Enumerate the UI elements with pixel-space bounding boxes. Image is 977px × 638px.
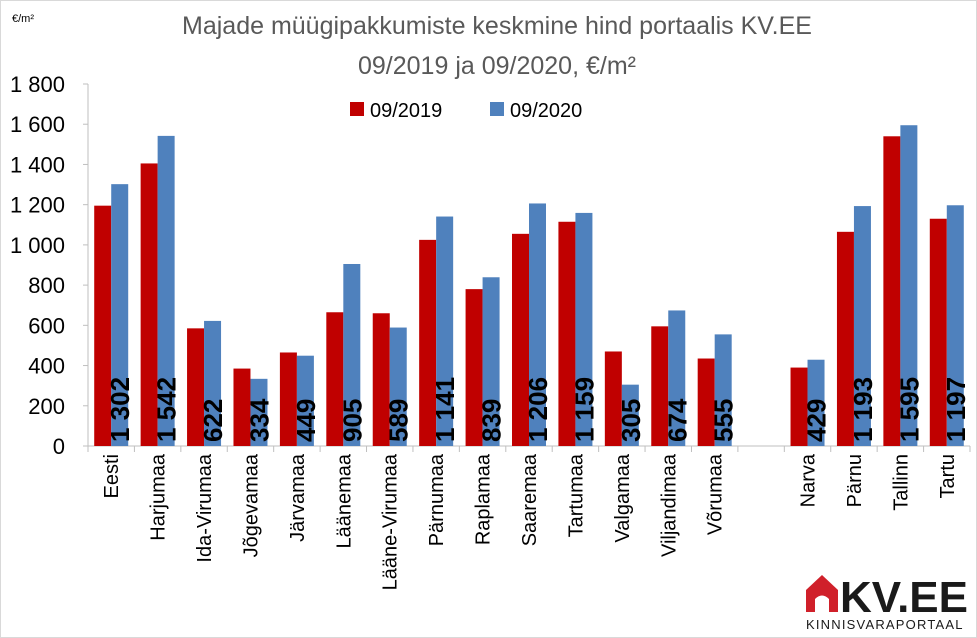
bar-09-2020-Tartu bbox=[946, 205, 964, 446]
y-tick-label: 800 bbox=[28, 273, 65, 298]
x-tick-label: Lääne-Virumaa bbox=[380, 453, 402, 590]
bar-09-2019-Tartu bbox=[929, 218, 947, 446]
y-tick-label: 1 200 bbox=[10, 193, 65, 218]
data-label: 839 bbox=[477, 399, 507, 442]
x-tick-label: Narva bbox=[798, 453, 820, 507]
bar-09-2020-Võrumaa bbox=[714, 334, 732, 446]
data-label: 334 bbox=[244, 398, 274, 442]
legend: 09/2019 09/2020 bbox=[350, 100, 582, 122]
x-tick-label: Pärnu bbox=[844, 454, 866, 507]
bar-09-2020-Lääne-Virumaa bbox=[389, 327, 407, 446]
y-tick-label: 1 800 bbox=[10, 72, 65, 97]
bar-09-2019-Eesti bbox=[94, 205, 112, 446]
bar-09-2020-Tallinn bbox=[900, 125, 918, 446]
data-labels: 1 302 1 542 622 334 449 905 589 1 141 839 1 206 1 … bbox=[105, 377, 971, 442]
legend-label-09-2019: 09/2019 bbox=[370, 100, 442, 122]
data-label: 555 bbox=[709, 399, 739, 442]
bar-09-2019-Läänemaa bbox=[326, 312, 344, 446]
bar-09-2020-Valgamaa bbox=[621, 384, 639, 446]
bar-09-2019-Ida-Virumaa bbox=[187, 328, 205, 446]
bar-09-2019-Saaremaa bbox=[512, 233, 529, 446]
legend-swatch-09-2019 bbox=[350, 102, 364, 116]
bar-09-2020-Narva bbox=[807, 359, 825, 446]
y-tick-label: 0 bbox=[53, 434, 65, 459]
x-tick-label: Valgamaa bbox=[612, 453, 634, 542]
y-tick-label: 600 bbox=[28, 313, 65, 338]
y-tick-label: 1 400 bbox=[10, 152, 65, 177]
data-label: 305 bbox=[616, 399, 646, 442]
bar-09-2019-Pärnumaa bbox=[419, 239, 437, 446]
logo-brand: KV.EE bbox=[840, 573, 968, 622]
x-tick-label: Pärnumaa bbox=[426, 453, 448, 546]
bar-09-2020-Järvamaa bbox=[296, 355, 314, 446]
logo-tagline: KINNISVARAPORTAAL bbox=[806, 617, 964, 632]
bar-09-2019-Jõgevamaa bbox=[233, 368, 251, 446]
data-label: 449 bbox=[291, 399, 321, 442]
data-label: 905 bbox=[337, 399, 367, 442]
bar-09-2020-Pärnumaa bbox=[436, 216, 454, 446]
x-tick-label: Järvamaa bbox=[287, 453, 309, 542]
data-label: 1 141 bbox=[430, 377, 460, 442]
y-tick-label: 400 bbox=[28, 354, 65, 379]
data-label: 674 bbox=[662, 398, 692, 442]
kv-ee-logo: KV.EE KINNISVARAPORTAAL bbox=[806, 573, 968, 632]
axes: 0 200 400 600 800 1 000 1 200 1 400 1 600 1 800 Ee… bbox=[10, 72, 971, 590]
bar-09-2019-Raplamaa bbox=[465, 289, 483, 446]
x-tick-label: Võrumaa bbox=[705, 453, 727, 535]
chart-title-line2: 09/2019 ja 09/2020, €/m² bbox=[358, 52, 636, 80]
bar-09-2019-Valgamaa bbox=[604, 351, 622, 446]
bar-09-2019-Võrumaa bbox=[697, 358, 715, 446]
x-tick-label: Harjumaa bbox=[148, 453, 170, 541]
data-label: 1 595 bbox=[894, 377, 924, 442]
y-tick-label: 200 bbox=[28, 394, 65, 419]
data-label: 1 193 bbox=[848, 377, 878, 442]
data-label: 622 bbox=[198, 399, 228, 442]
bar-09-2019-Tallinn bbox=[883, 136, 901, 447]
bar-09-2019-Tartumaa bbox=[558, 221, 576, 446]
house-icon bbox=[806, 575, 838, 612]
bar-09-2019-Harjumaa bbox=[140, 163, 158, 446]
x-tick-label: Läänemaa bbox=[333, 453, 355, 548]
x-tick-label: Raplamaa bbox=[473, 453, 495, 545]
data-label: 589 bbox=[384, 399, 414, 442]
data-label: 1 159 bbox=[569, 377, 599, 442]
x-tick-label: Ida-Virumaa bbox=[194, 453, 216, 562]
bar-09-2020-Viljandimaa bbox=[668, 310, 686, 446]
bar-09-2019-Järvamaa bbox=[279, 352, 297, 446]
x-tick-label: Saaremaa bbox=[519, 453, 541, 546]
chart-title-line1: Majade müügipakkumiste keskmine hind por… bbox=[182, 12, 812, 40]
data-label: 1 197 bbox=[941, 377, 971, 442]
bar-09-2020-Eesti bbox=[111, 184, 129, 447]
bar-09-2019-Viljandimaa bbox=[651, 326, 669, 446]
x-tick-label: Tartu bbox=[937, 454, 959, 498]
bar-09-2019-Pärnu bbox=[836, 231, 854, 446]
x-tick-label: Tartumaa bbox=[565, 453, 587, 537]
bar-09-2020-Jõgevamaa bbox=[250, 378, 268, 446]
y-tick-label: 1 600 bbox=[10, 112, 65, 137]
x-tick-label: Tallinn bbox=[890, 454, 912, 511]
data-label: 1 206 bbox=[523, 377, 553, 442]
data-label: 429 bbox=[802, 399, 832, 442]
bar-09-2020-Ida-Virumaa bbox=[204, 320, 222, 446]
x-tick-label: Viljandimaa bbox=[658, 453, 680, 557]
x-tick-label: Jõgevamaa bbox=[240, 453, 262, 557]
bar-09-2020-Saaremaa bbox=[529, 203, 546, 446]
legend-swatch-09-2020 bbox=[490, 102, 504, 116]
bar-09-2020-Tartumaa bbox=[575, 212, 593, 446]
bar-09-2020-Pärnu bbox=[853, 206, 871, 446]
x-tick-label: Eesti bbox=[101, 454, 123, 498]
bar-09-2019-Lääne-Virumaa bbox=[372, 313, 390, 446]
bars bbox=[94, 125, 964, 447]
bar-09-2020-Harjumaa bbox=[157, 135, 175, 447]
house-door-icon bbox=[815, 595, 829, 612]
data-label: 1 302 bbox=[105, 377, 135, 442]
y-tick-label: 1 000 bbox=[10, 233, 65, 258]
bar-09-2020-Raplamaa bbox=[482, 277, 500, 446]
data-label: 1 542 bbox=[152, 377, 182, 442]
bar-09-2020-Läänemaa bbox=[343, 263, 361, 446]
legend-label-09-2020: 09/2020 bbox=[510, 100, 582, 122]
bar-09-2019-Narva bbox=[790, 367, 808, 446]
unit-label: €/m² bbox=[12, 13, 34, 25]
